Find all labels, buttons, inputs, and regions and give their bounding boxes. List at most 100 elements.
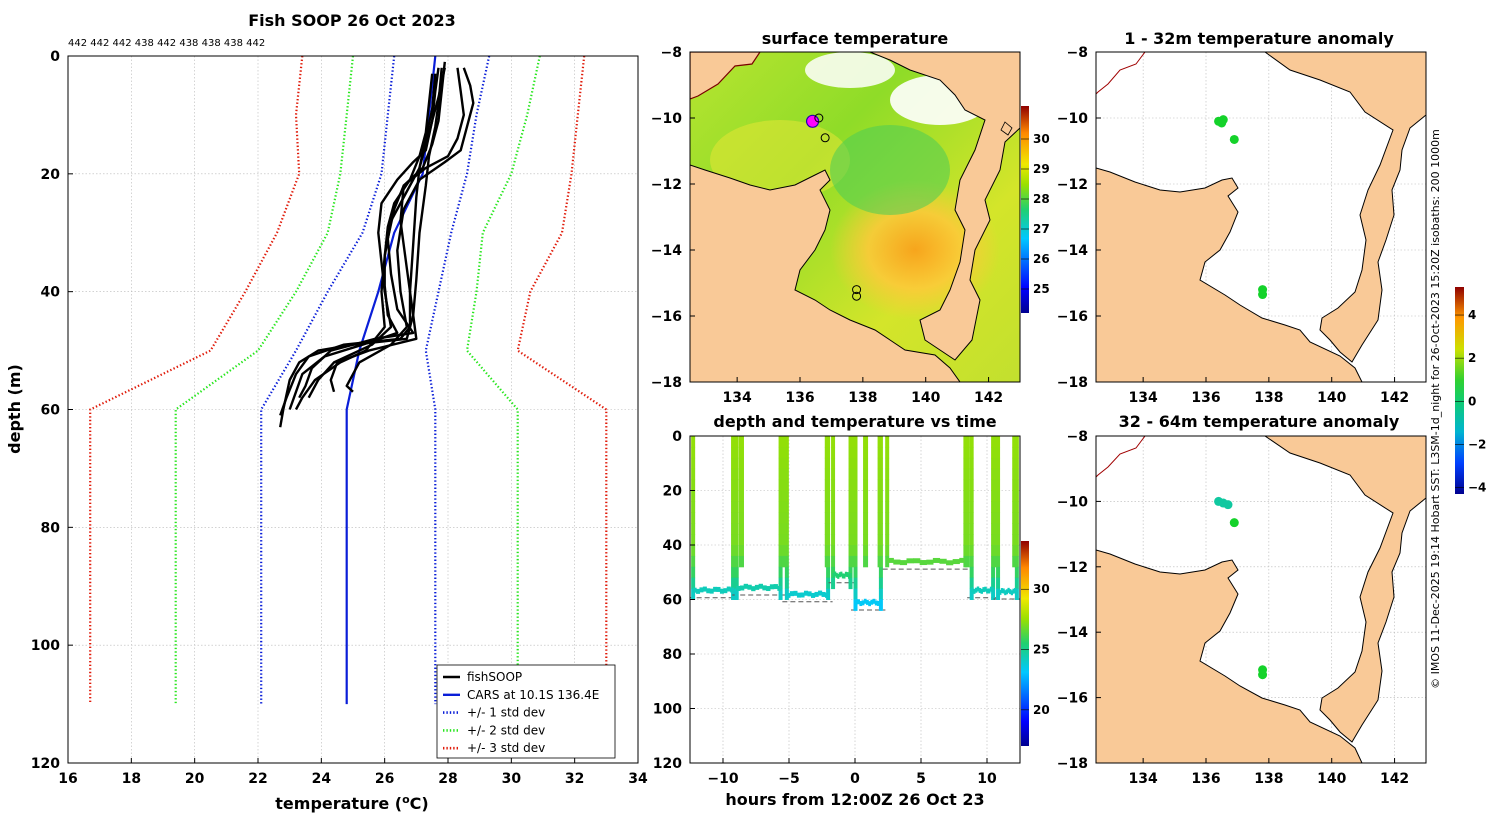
section-bottom-segment [919, 560, 927, 566]
section-xtick-label: −10 [707, 771, 738, 787]
profile-series--2-std [174, 55, 355, 705]
credit-text: © IMOS 11-Dec-2025 19:14 Hobart SST: L3S… [1429, 129, 1442, 689]
profile-xtick-label: 30 [502, 771, 522, 787]
section-bottom-segment [870, 599, 874, 605]
section-bottom-segment [999, 589, 1002, 595]
sst-station-marker [852, 291, 862, 301]
section-profile-spike [1012, 446, 1018, 459]
anomaly-top-panel: 1 - 32m temperature anomaly 134 136 138 140… [1057, 29, 1427, 406]
section-cast-edge [691, 545, 696, 557]
section-profile-spike [877, 436, 883, 448]
section-cast-edge [691, 512, 696, 524]
section-data [690, 436, 1020, 611]
section-profile-spike [824, 457, 830, 470]
section-profile-spike [738, 468, 744, 481]
section-cast-edge [996, 468, 1001, 481]
profile-ytick-label: 120 [31, 756, 60, 772]
section-cast-edge [969, 512, 974, 524]
section-bottom-segment [952, 559, 960, 565]
legend-label: +/- 1 std dev [467, 706, 545, 720]
section-cast-edge [969, 555, 974, 568]
profile-series--3-std [516, 55, 608, 705]
section-bottom-segment [906, 558, 914, 564]
map-xtick-label: 134 [1129, 390, 1158, 406]
sst-station-highlight [805, 114, 820, 128]
section-bottom-segment [814, 591, 819, 597]
profile-series-fish-2 [279, 73, 437, 416]
section-bottom-segment [807, 591, 812, 597]
section-profile-spike [738, 490, 744, 502]
anomaly-colorbar [1455, 287, 1464, 494]
section-bottom-segment [716, 586, 721, 592]
section-colorbar [1021, 541, 1029, 746]
section-bottom-segment [877, 600, 880, 606]
section-profile-spike [781, 490, 787, 502]
sst-colorbar-labels: 25 26 27 28 29 30 [1021, 132, 1050, 296]
section-cast-edge [969, 534, 974, 546]
section-cast-edge [731, 577, 736, 590]
section-profile-spike [732, 479, 738, 491]
section-profile-spike [877, 545, 883, 557]
section-cast-edge [778, 588, 783, 600]
anomaly-point [1223, 500, 1233, 510]
section-bottom-segment [939, 558, 947, 564]
anomaly-colorbar-labels: −4 −2 0 2 4 [1455, 308, 1486, 495]
section-ytick-label: 60 [663, 593, 683, 609]
profile-grid [67, 55, 639, 764]
section-cast-edge [996, 566, 1001, 579]
section-cast-edge [731, 588, 736, 600]
section-profile-spike [863, 490, 869, 502]
map-ytick-label: −8 [1067, 429, 1088, 445]
section-bottom-segment [777, 585, 782, 591]
section-profile-spike [1012, 555, 1018, 568]
section-bottom-segment [696, 588, 701, 594]
section-bottom-segment [1014, 587, 1017, 593]
section-profile-spike [732, 468, 738, 481]
section-cast-edge [853, 490, 858, 502]
section-profile-spike [992, 479, 998, 491]
section-cast-edge [878, 577, 883, 590]
section-profile-spike [824, 490, 830, 502]
section-bottom-segment [1007, 587, 1010, 593]
map-xtick-label: 134 [723, 390, 752, 406]
section-profile-spike [824, 468, 830, 481]
section-bottom-segment [932, 557, 941, 563]
section-profile-spike [992, 555, 998, 568]
section-cast-edge [831, 468, 836, 481]
section-bottom-segment [818, 590, 823, 596]
section-cast-edge [784, 577, 789, 590]
section-profile-spike [849, 555, 855, 568]
section-bottom-segment [754, 584, 760, 590]
section-cast-edge [996, 545, 1001, 557]
section-cast-edge [734, 566, 739, 579]
section-cast-edge [996, 479, 1001, 491]
section-profile-spike [877, 501, 883, 513]
section-profile-spike [1012, 468, 1018, 481]
section-cast-edge [784, 545, 789, 557]
section-cast-edge [691, 457, 696, 470]
anomaly-colorbar-tick: −4 [1468, 481, 1486, 495]
section-bottom-segment [789, 591, 794, 597]
section-profile-spike [824, 523, 830, 535]
section-bottom-segment [758, 583, 763, 589]
section-profile-spike [964, 490, 970, 502]
profile-xlabel: temperature (oC) [275, 793, 428, 813]
section-profile-spike [849, 468, 855, 481]
section-profile-spike [781, 436, 787, 448]
section-cast-edge [691, 523, 696, 535]
section-cast-edge [885, 490, 890, 502]
section-profile-spike [738, 436, 744, 448]
section-profile-spike [1012, 534, 1018, 546]
section-bottom-segment [1012, 588, 1015, 594]
section-profile-spike [781, 523, 787, 535]
map-ytick-label: −14 [651, 243, 682, 259]
section-cast-edge [831, 534, 836, 546]
section-colorbar-tick: 30 [1033, 582, 1050, 596]
map-xtick-label: 136 [1191, 771, 1220, 787]
section-bottom-segment [773, 584, 778, 590]
section-profile-spike [738, 555, 744, 568]
section-bottom-segment [926, 559, 934, 565]
section-cast-edge [969, 501, 974, 513]
section-profile-spike [992, 523, 998, 535]
section-cast-edge [734, 588, 739, 600]
